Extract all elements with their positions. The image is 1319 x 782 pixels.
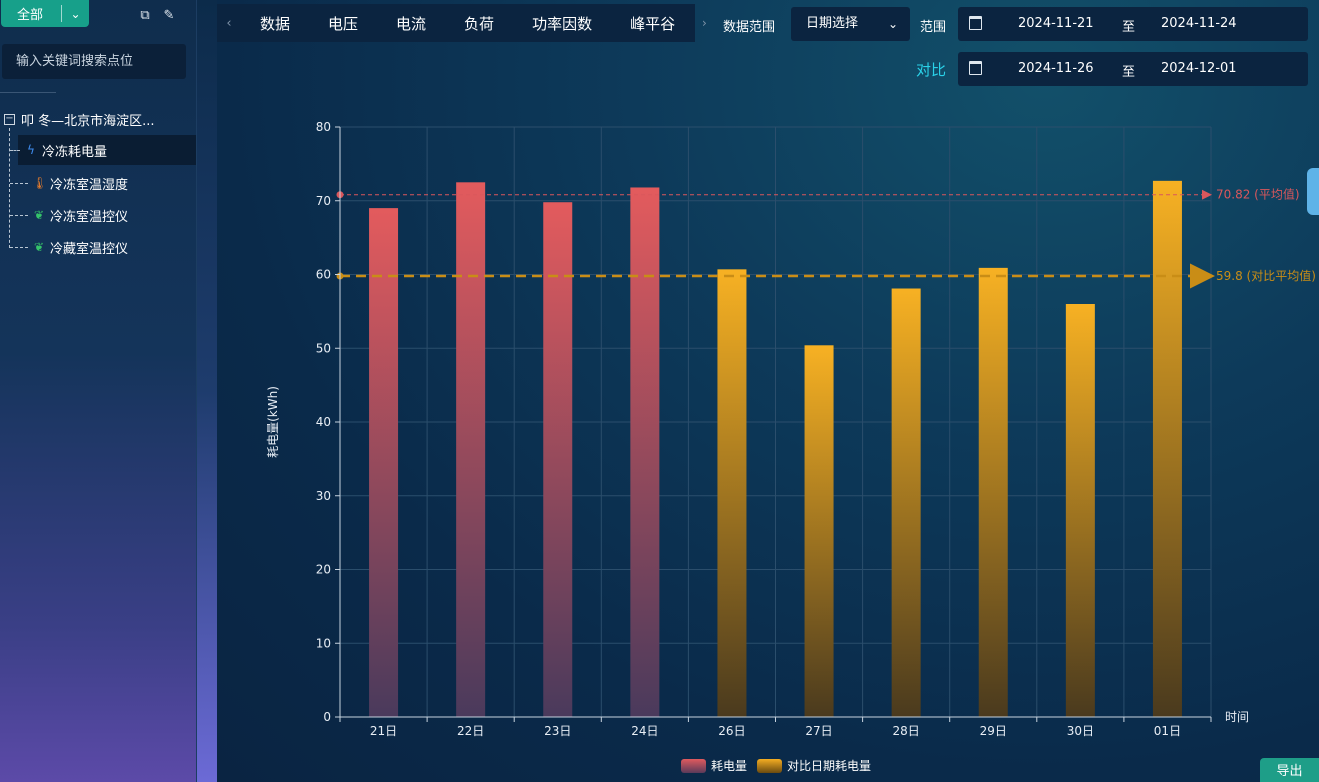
tree-item-label: 冷藏室温控仪 [50,241,129,257]
range-separator: 至 [1122,20,1136,35]
tab-current[interactable]: 电流 [396,14,427,33]
side-panel-handle[interactable] [1307,168,1319,215]
tree-root-node[interactable]: − 叩 冬—北京市海淀区... [4,110,196,129]
tree-item-label: 冷冻室温湿度 [50,177,129,193]
tab-data[interactable]: 数据 [260,14,291,33]
tab-peak-valley[interactable]: 峰平谷 [630,14,676,33]
range-date-picker[interactable]: 2024-11-21 至 2024-11-24 [958,7,1308,41]
tree-item-label: 冷冻室温控仪 [50,209,129,225]
legend-label: 耗电量 [711,759,748,773]
sidebar: 全部 ⌄ ⧉ ✎ − 叩 冬—北京市海淀区... ϟ 冷冻耗电量 🌡 冷冻室温湿… [0,0,197,782]
edit-icon[interactable]: ✎ [163,8,175,23]
tab-load[interactable]: 负荷 [464,14,495,33]
sidebar-divider [0,92,56,93]
chevron-left-icon[interactable]: ‹ [226,15,232,31]
search-input[interactable] [2,44,186,79]
tab-power-factor[interactable]: 功率因数 [532,14,593,33]
tree-item-cooler-controller[interactable]: ❦ 冷藏室温控仪 [10,232,196,262]
legend-item-power[interactable]: 耗电量 [681,757,747,774]
tree-connector [9,128,10,248]
chevron-down-icon: ⌄ [70,6,81,21]
scope-select-label: 全部 [17,8,44,23]
tree-item-freezer-temp-humidity[interactable]: 🌡 冷冻室温湿度 [10,168,196,198]
copy-icon[interactable]: ⧉ [140,8,150,23]
compare-label: 对比 [916,61,947,79]
legend-swatch [757,758,782,773]
export-button[interactable]: 导出 [1260,758,1319,782]
legend-item-compare-power[interactable]: 对比日期耗电量 [757,757,871,774]
tree-root-label: 叩 冬—北京市海淀区... [21,113,155,129]
legend-label: 对比日期耗电量 [787,759,872,773]
tab-voltage[interactable]: 电压 [328,14,359,33]
chevron-down-icon: ⌄ [887,17,898,31]
data-range-label: 数据范围 [723,20,776,35]
tree-branch-line [10,182,28,184]
compare-start-date[interactable]: 2024-11-26 [1018,61,1094,76]
range-start-date[interactable]: 2024-11-21 [1018,16,1094,31]
chevron-right-icon[interactable]: › [702,16,707,30]
tree-branch-line [10,149,20,151]
calendar-icon [969,16,982,30]
scope-select-divider [61,5,62,22]
tree-item-freezer-controller[interactable]: ❦ 冷冻室温控仪 [10,200,196,230]
range-end-date[interactable]: 2024-11-24 [1161,16,1237,31]
sidebar-edge [197,0,217,782]
compare-end-date[interactable]: 2024-12-01 [1161,61,1237,76]
legend-swatch [681,758,706,773]
main-background [217,0,1319,782]
tree-item-label: 冷冻耗电量 [42,144,108,160]
metric-tabs: ‹ 数据 电压 电流 负荷 功率因数 峰平谷 [217,4,695,42]
date-type-select[interactable]: 日期选择 ⌄ [791,7,910,41]
date-type-value: 日期选择 [806,16,859,31]
range-label: 范围 [920,20,947,35]
leaf-icon: ❦ [33,208,45,222]
tree-branch-line [10,214,28,216]
compare-separator: 至 [1122,65,1136,80]
compare-date-picker[interactable]: 2024-11-26 至 2024-12-01 [958,52,1308,86]
tree-branch-line [10,246,28,248]
lightning-icon: ϟ [27,143,35,157]
collapse-icon[interactable]: − [4,112,15,125]
leaf-icon: ❦ [33,240,45,254]
scope-select[interactable]: 全部 ⌄ [1,0,89,27]
tree-item-freezer-power[interactable]: ϟ 冷冻耗电量 [10,135,196,165]
thermometer-icon: 🌡 [32,176,48,190]
calendar-icon [969,61,982,75]
